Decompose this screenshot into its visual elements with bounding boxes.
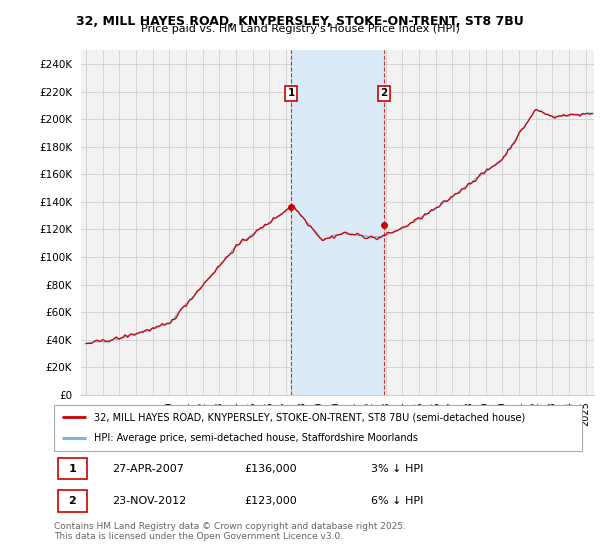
Text: Price paid vs. HM Land Registry's House Price Index (HPI): Price paid vs. HM Land Registry's House … [140, 24, 460, 34]
Bar [291, 50, 384, 395]
Text: 2: 2 [68, 496, 76, 506]
Text: HPI: Average price, semi-detached house, Staffordshire Moorlands: HPI: Average price, semi-detached house,… [94, 433, 418, 444]
Text: 1: 1 [68, 464, 76, 474]
Text: 2: 2 [380, 88, 388, 99]
FancyBboxPatch shape [54, 405, 582, 451]
Text: 27-APR-2007: 27-APR-2007 [112, 464, 184, 474]
Text: 23-NOV-2012: 23-NOV-2012 [112, 496, 187, 506]
FancyBboxPatch shape [58, 458, 87, 479]
Text: £136,000: £136,000 [244, 464, 297, 474]
FancyBboxPatch shape [58, 491, 87, 512]
Text: 3% ↓ HPI: 3% ↓ HPI [371, 464, 423, 474]
Text: 1: 1 [287, 88, 295, 99]
Text: 6% ↓ HPI: 6% ↓ HPI [371, 496, 423, 506]
Text: 32, MILL HAYES ROAD, KNYPERSLEY, STOKE-ON-TRENT, ST8 7BU (semi-detached house): 32, MILL HAYES ROAD, KNYPERSLEY, STOKE-O… [94, 412, 525, 422]
Text: £123,000: £123,000 [244, 496, 297, 506]
Text: 32, MILL HAYES ROAD, KNYPERSLEY, STOKE-ON-TRENT, ST8 7BU: 32, MILL HAYES ROAD, KNYPERSLEY, STOKE-O… [76, 15, 524, 27]
Text: Contains HM Land Registry data © Crown copyright and database right 2025.
This d: Contains HM Land Registry data © Crown c… [54, 522, 406, 542]
